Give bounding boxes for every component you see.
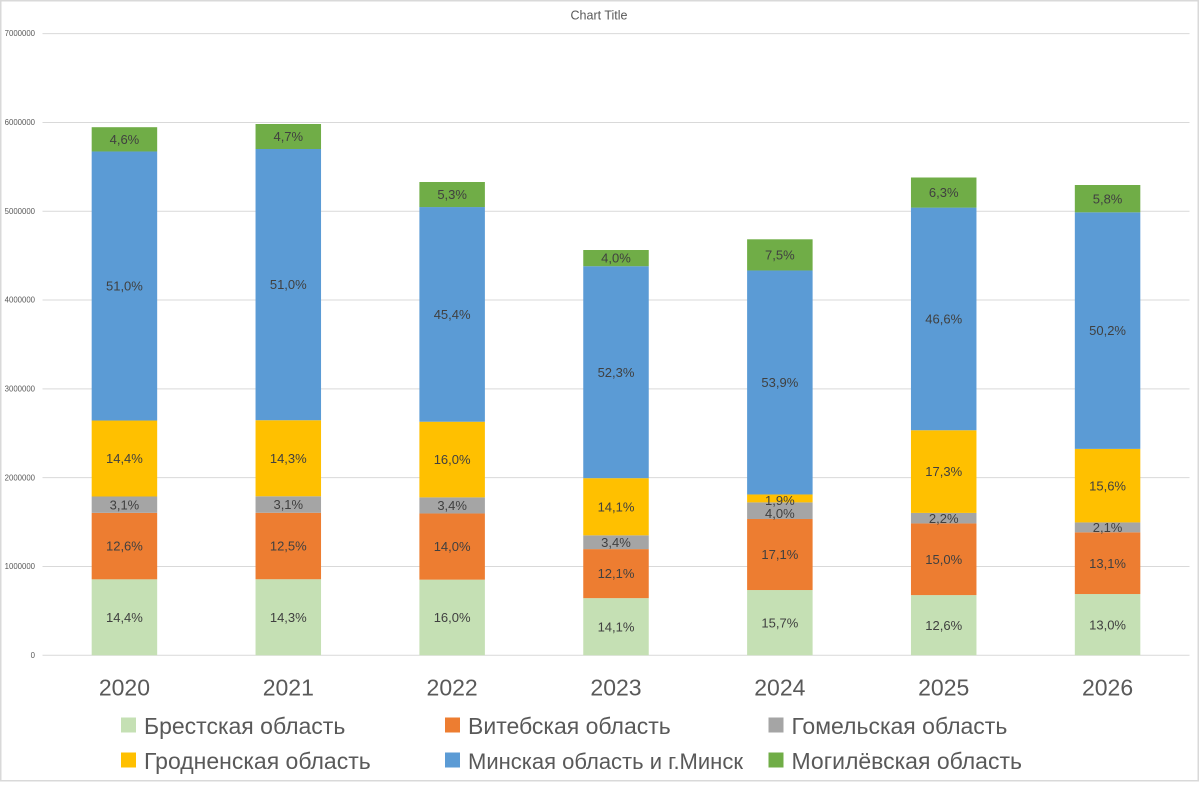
svg-text:0: 0 [31,651,36,660]
svg-text:Минская область и г.Минск: Минская область и г.Минск [468,749,743,774]
svg-text:45,4%: 45,4% [434,307,471,322]
svg-text:2024: 2024 [754,675,805,701]
svg-text:16,0%: 16,0% [434,452,471,467]
svg-text:3000000: 3000000 [5,384,36,393]
svg-text:3,1%: 3,1% [110,497,140,512]
svg-text:2022: 2022 [427,675,478,701]
svg-text:12,1%: 12,1% [598,566,635,581]
svg-text:6000000: 6000000 [5,118,36,127]
svg-text:2023: 2023 [590,675,641,701]
svg-text:5000000: 5000000 [5,207,36,216]
svg-text:1000000: 1000000 [5,562,36,571]
svg-text:51,0%: 51,0% [270,277,307,292]
svg-text:12,5%: 12,5% [270,539,307,554]
svg-text:15,7%: 15,7% [761,615,798,630]
svg-text:14,3%: 14,3% [270,610,307,625]
svg-text:4000000: 4000000 [5,296,36,305]
svg-text:7,5%: 7,5% [765,247,795,262]
svg-text:14,3%: 14,3% [270,451,307,466]
svg-text:4,0%: 4,0% [765,506,795,521]
svg-text:13,1%: 13,1% [1089,556,1126,571]
svg-text:Брестская область: Брестская область [144,713,345,739]
svg-text:Витебская область: Витебская область [468,713,671,739]
svg-text:2021: 2021 [263,675,314,701]
svg-text:7000000: 7000000 [5,29,36,38]
svg-text:14,1%: 14,1% [598,619,635,634]
svg-text:3,4%: 3,4% [437,498,467,513]
svg-text:17,1%: 17,1% [761,547,798,562]
svg-text:46,6%: 46,6% [925,312,962,327]
svg-text:12,6%: 12,6% [925,618,962,633]
svg-text:Chart Title: Chart Title [571,9,628,23]
svg-text:2,1%: 2,1% [1093,520,1123,535]
svg-text:5,3%: 5,3% [437,187,467,202]
svg-text:Гомельская область: Гомельская область [792,713,1008,739]
svg-text:Могилёвская область: Могилёвская область [792,748,1023,774]
svg-text:13,0%: 13,0% [1089,617,1126,632]
svg-text:2,2%: 2,2% [929,511,959,526]
svg-text:14,1%: 14,1% [598,499,635,514]
svg-text:3,4%: 3,4% [601,535,631,550]
svg-text:14,4%: 14,4% [106,451,143,466]
svg-text:52,3%: 52,3% [598,365,635,380]
svg-text:2000000: 2000000 [5,473,36,482]
svg-text:14,4%: 14,4% [106,610,143,625]
svg-text:6,3%: 6,3% [929,185,959,200]
svg-text:17,3%: 17,3% [925,464,962,479]
svg-text:14,0%: 14,0% [434,539,471,554]
svg-text:2026: 2026 [1082,675,1133,701]
svg-text:4,7%: 4,7% [273,129,303,144]
svg-text:12,6%: 12,6% [106,539,143,554]
svg-text:15,0%: 15,0% [925,552,962,567]
svg-text:51,0%: 51,0% [106,279,143,294]
svg-text:4,6%: 4,6% [110,132,140,147]
svg-text:3,1%: 3,1% [273,497,303,512]
svg-text:5,8%: 5,8% [1093,191,1123,206]
svg-text:2025: 2025 [918,675,969,701]
svg-text:Гродненская область: Гродненская область [144,748,371,774]
svg-text:2020: 2020 [99,675,150,701]
svg-text:15,6%: 15,6% [1089,478,1126,493]
svg-text:1,9%: 1,9% [765,493,795,508]
svg-text:4,0%: 4,0% [601,251,631,266]
svg-text:16,0%: 16,0% [434,610,471,625]
svg-text:53,9%: 53,9% [761,375,798,390]
svg-text:50,2%: 50,2% [1089,323,1126,338]
